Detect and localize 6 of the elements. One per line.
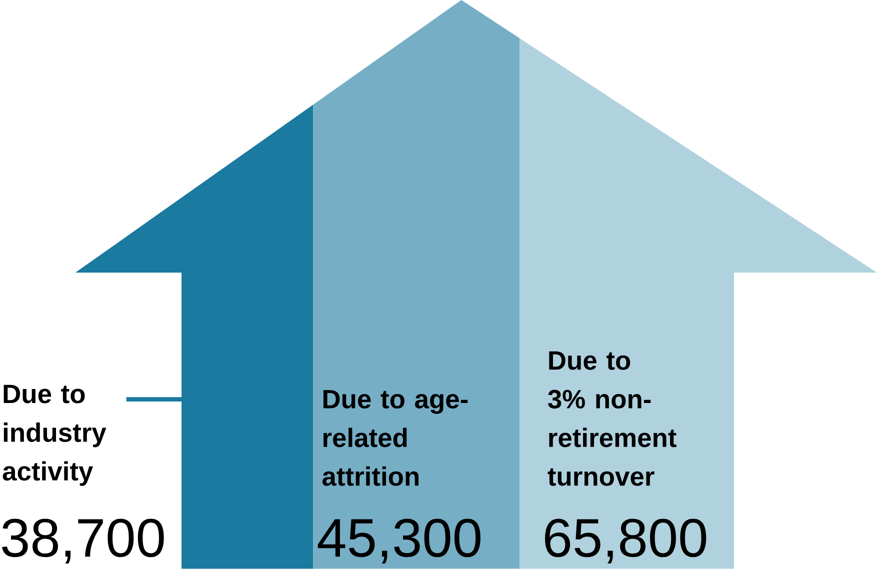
category-label: Due to 3% non-retirement turnover bbox=[548, 351, 676, 486]
category-label: Due to age-related attrition bbox=[322, 390, 468, 486]
data-label: 38,700 bbox=[2, 518, 164, 564]
data-label: 65,800 bbox=[545, 518, 706, 564]
data-label: 45,300 bbox=[318, 518, 480, 564]
category-label: Due to industry activity bbox=[2, 384, 106, 486]
